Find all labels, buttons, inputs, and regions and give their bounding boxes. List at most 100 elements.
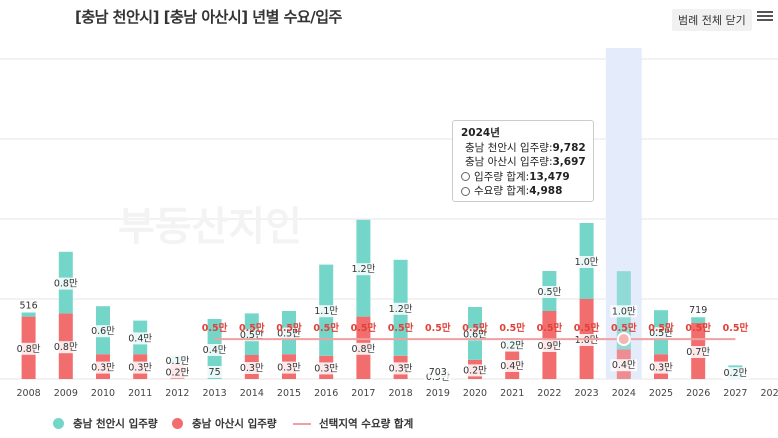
label-asan-2016: 0.3만 [314,363,338,374]
legend-line-icon [293,422,311,425]
label-cheonan-2018: 1.2만 [389,304,413,315]
label-cheonan-2024-bg [610,305,638,318]
xtick-2021: 2021 [500,388,524,399]
label-asan-2009-bg [52,341,80,354]
bar-chart: 부동산지인 0.8만 516 0.8만 0.8만 0.3만 0.6만 0.3만 0.4만 0.2만… [0,48,778,399]
label-cheonan-2021: 0.2만 [500,341,524,352]
bar-cheonan-2008 [21,312,36,317]
label-cheonan-2012-bg [164,354,191,367]
label-demand-2020: 0.5만 [462,322,488,334]
label-cheonan-2009-bg [52,277,80,290]
label-asan-2015-bg [275,361,303,374]
label-cheonan-2022: 0.5만 [537,287,561,298]
label-demand-2014: 0.5만 [239,322,265,334]
label-asan-2023: 1.0만 [575,335,599,346]
label-asan-2015: 0.3만 [277,363,301,374]
tooltip-row-supply-total: 입주량 합계: 13,479 [461,170,585,185]
label-asan-2022-bg [536,340,563,352]
label-cheonan-2014: 0.5만 [240,330,264,341]
label-asan-2010: 0.3만 [91,363,115,374]
legend-item-demand[interactable]: 선택지역 수요량 합계 [293,416,413,431]
label-cheonan-2013-bg [201,344,228,356]
label-demand-2013: 0.5만 [202,322,228,334]
label-demand-2022: 0.5만 [537,322,563,334]
legend: 충남 천안시 입주량 충남 아산시 입주량 선택지역 수요량 합계 [0,416,778,434]
label-asan-2024: 0.4만 [612,360,636,371]
label-cheonan-2016: 1.1만 [314,306,338,317]
label-asan-2021: 0.4만 [500,361,524,372]
label-asan-2011-bg [126,361,154,374]
label-cheonan-2027: 0.2만 [723,368,747,379]
label-asan-2024-bg [610,359,638,372]
label-asan-2011: 0.3만 [128,363,152,374]
watermark-text: 부동산지인 [118,204,302,250]
label-asan-2021-bg [498,360,526,372]
label-asan-2026-bg [684,346,712,358]
legend-item-cheonan[interactable]: 충남 천안시 입주량 [53,416,158,431]
label-cheonan-2012: 0.1만 [165,356,189,367]
label-asan-2014-bg [238,362,266,374]
xtick-2016: 2016 [314,388,338,399]
label-demand-2017: 0.5만 [351,322,377,334]
xtick-2012: 2012 [165,388,189,399]
label-asan-2018-bg [387,362,414,375]
label-cheonan-2017-bg [350,263,377,276]
label-asan-2020-bg [461,364,489,377]
label-cheonan-2015: 0.5만 [277,329,301,340]
label-demand-2015: 0.5만 [276,322,302,334]
legend-dot-icon [172,418,183,429]
label-cheonan-2013: 0.4만 [203,345,227,356]
xtick-2028: 2028 [761,388,778,399]
page-title: [충남 천안시] [충남 아산시] 년별 수요/입주 [75,8,342,26]
tooltip-title: 2024년 [461,127,500,139]
label-demand-2016: 0.5만 [313,322,339,334]
tooltip: 2024년 충남 천안시 입주량: 9,782 충남 아산시 입주량: 3,69… [452,120,594,202]
label-cheonan-2015-bg [275,327,303,340]
tooltip-row-demand-total: 수요량 합계: 4,988 [461,184,585,199]
label-cheonan-2025: 0.5만 [649,328,673,339]
label-asan-2012-bg [164,366,191,379]
label-demand-2027: 0.5만 [723,322,749,334]
label-cheonan-2018-bg [387,302,414,315]
label-asan-2009: 0.8만 [54,342,78,353]
label-asan-2018: 0.3만 [389,363,413,374]
label-demand-2019: 0.5만 [425,322,451,334]
label-cheonan-2008: 516 [20,300,38,311]
xtick-2022: 2022 [537,388,561,399]
label-small-2019-bg [427,366,449,378]
xtick-2011: 2011 [128,388,152,399]
label-asan-2017: 0.8만 [351,344,375,355]
label-cheonan-2022-bg [536,286,563,298]
label-asan-2010-bg [89,361,117,374]
label-asan-2020: 0.2만 [463,365,487,376]
xtick-2018: 2018 [389,388,413,399]
label-cheonan-2026: 719 [689,305,707,316]
label-cheonan-2021-bg [498,339,526,352]
xtick-2019: 2019 [426,388,450,399]
label-asan-2017-bg [350,342,377,355]
label-small-2019: 703 [429,367,447,378]
label-asan-2014: 0.3만 [240,363,264,374]
label-cheonan-2016-bg [312,305,340,318]
legend-item-asan[interactable]: 충남 아산시 입주량 [172,416,277,431]
xtick-2023: 2023 [575,388,599,399]
label-demand-2026: 0.5만 [685,322,711,334]
label-cheonan-2020-bg [461,328,489,341]
xtick-2017: 2017 [351,388,375,399]
close-legend-button[interactable]: 범례 전체 닫기 [672,9,752,31]
label-cheonan-2011: 0.4만 [128,333,152,344]
xtick-2009: 2009 [54,388,78,399]
label-asan-2012: 0.2만 [165,367,189,378]
label-demand-2025: 0.5만 [648,322,674,334]
xtick-2024: 2024 [612,388,636,399]
label-cheonan-2023-bg [573,256,600,268]
label-asan-2008: 0.8만 [17,344,41,355]
xtick-2008: 2008 [17,388,41,399]
xtick-2027: 2027 [723,388,747,399]
label-demand-2018: 0.5만 [388,322,414,334]
hamburger-menu-icon[interactable] [757,9,773,25]
label-cheonan-2027-bg [722,367,749,380]
xtick-2020: 2020 [463,388,487,399]
xtick-2010: 2010 [91,388,115,399]
label-asan-2025-bg [647,361,675,374]
